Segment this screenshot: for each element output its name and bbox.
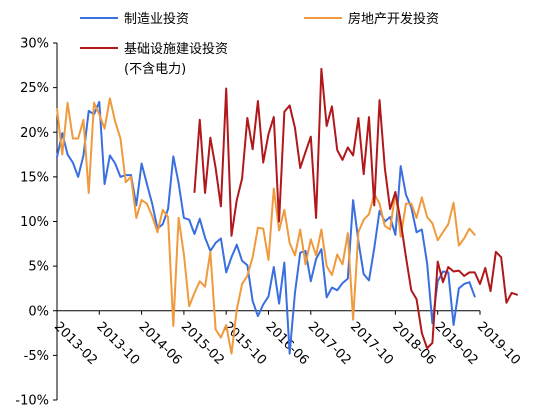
legend-label-note-3: (不含电力) — [124, 61, 186, 77]
x-tick-label: 2013-10 — [93, 319, 142, 368]
x-tick-label: 2015-10 — [220, 319, 269, 368]
x-tick-label: 2014-06 — [136, 319, 185, 368]
x-tick-label: 2013-02 — [51, 319, 100, 368]
y-tick-label: 20% — [20, 126, 49, 141]
x-tick-label: 2019-02 — [432, 319, 481, 368]
y-tick-label: 0% — [28, 304, 49, 319]
series-line-2 — [56, 97, 476, 355]
series-line-3 — [193, 67, 519, 350]
y-tick-label: 30% — [20, 37, 49, 52]
series-line-1 — [56, 100, 476, 355]
x-tick-label: 2019-10 — [474, 319, 523, 368]
legend-label-3: 基础设施建设投资 — [124, 41, 228, 57]
legend-label-1: 制造业投资 — [124, 11, 189, 27]
series-lines — [56, 67, 519, 355]
legend-label-2: 房地产开发投资 — [348, 11, 439, 27]
y-tick-label: 15% — [20, 170, 49, 185]
y-tick-label: -5% — [24, 349, 49, 364]
y-tick-label: 25% — [20, 81, 49, 96]
y-axis: -10% -5% 0% 5% 10% 15% 20% 25% 30% — [15, 37, 58, 409]
x-tick-label: 2017-02 — [305, 319, 354, 368]
x-tick-label: 2017-10 — [347, 319, 396, 368]
y-tick-label: 10% — [20, 215, 49, 230]
x-tick-label: 2016-06 — [262, 319, 311, 368]
y-tick-label: -10% — [15, 394, 49, 409]
x-tick-label: 2015-02 — [178, 319, 227, 368]
y-tick-label: 5% — [28, 260, 49, 275]
